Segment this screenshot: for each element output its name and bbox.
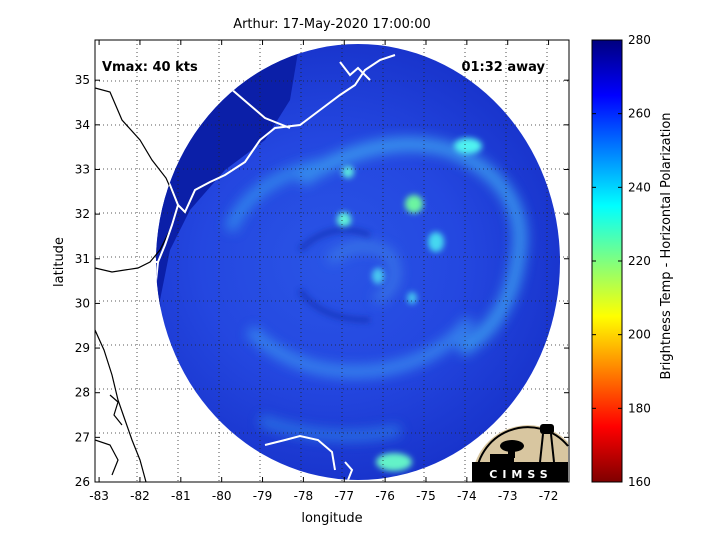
x-axis-label: longitude bbox=[301, 511, 362, 526]
x-axis: -83 -82 -81 -80 -79 -78 -77 -76 -75 -74 -73 -72 bbox=[89, 40, 558, 503]
grid-lines bbox=[95, 40, 569, 482]
y-tick-label: 26 bbox=[75, 475, 90, 489]
colorbar-ticks: 160 180 200 220 240 260 280 bbox=[592, 33, 651, 489]
x-tick-label: -78 bbox=[294, 489, 314, 503]
x-tick-label: -83 bbox=[89, 489, 109, 503]
x-tick-label: -80 bbox=[212, 489, 232, 503]
land-region bbox=[156, 44, 300, 480]
x-tick-label: -74 bbox=[457, 489, 477, 503]
y-tick-label: 32 bbox=[75, 207, 90, 221]
time-away-label: 01:32 away bbox=[461, 60, 545, 75]
y-tick-label: 35 bbox=[75, 73, 90, 87]
colorbar-tick-label: 240 bbox=[628, 180, 651, 194]
y-tick-label: 27 bbox=[75, 430, 90, 444]
colorbar-tick-label: 280 bbox=[628, 33, 651, 47]
x-tick-label: -77 bbox=[334, 489, 354, 503]
colorbar-tick-label: 160 bbox=[628, 475, 651, 489]
colorbar: 160 180 200 220 240 260 280 Brightness Temp - … bbox=[591, 33, 674, 489]
y-axis: 26 27 28 29 30 31 32 33 34 35 bbox=[75, 73, 569, 489]
y-tick-label: 29 bbox=[75, 341, 90, 355]
y-tick-label: 34 bbox=[75, 118, 90, 132]
y-tick-label: 28 bbox=[75, 386, 90, 400]
cimss-logo-text: CIMSS bbox=[489, 468, 552, 481]
x-tick-label: -81 bbox=[171, 489, 191, 503]
colorbar-tick-label: 180 bbox=[628, 401, 651, 415]
colorbar-gradient bbox=[591, 39, 623, 483]
y-tick-label: 33 bbox=[75, 162, 90, 176]
colorbar-label: Brightness Temp - Horizontal Polarizatio… bbox=[659, 112, 674, 379]
x-tick-label: -82 bbox=[130, 489, 150, 503]
x-tick-label: -73 bbox=[498, 489, 518, 503]
cimss-logo: CIMSS bbox=[471, 424, 569, 483]
y-tick-label: 31 bbox=[75, 252, 90, 266]
colorbar-tick-label: 200 bbox=[628, 328, 651, 342]
colorbar-tick-label: 260 bbox=[628, 107, 651, 121]
x-tick-label: -75 bbox=[416, 489, 436, 503]
plot-area: Vmax: 40 kts 01:32 away CIMSS bbox=[94, 39, 570, 483]
x-tick-label: -79 bbox=[253, 489, 273, 503]
colorbar-tick-label: 220 bbox=[628, 254, 651, 268]
x-tick-label: -72 bbox=[539, 489, 559, 503]
chart-title: Arthur: 17-May-2020 17:00:00 bbox=[233, 17, 431, 32]
y-tick-label: 30 bbox=[75, 296, 90, 310]
y-axis-label: latitude bbox=[52, 237, 67, 287]
vmax-label: Vmax: 40 kts bbox=[102, 60, 198, 75]
x-tick-label: -76 bbox=[375, 489, 395, 503]
